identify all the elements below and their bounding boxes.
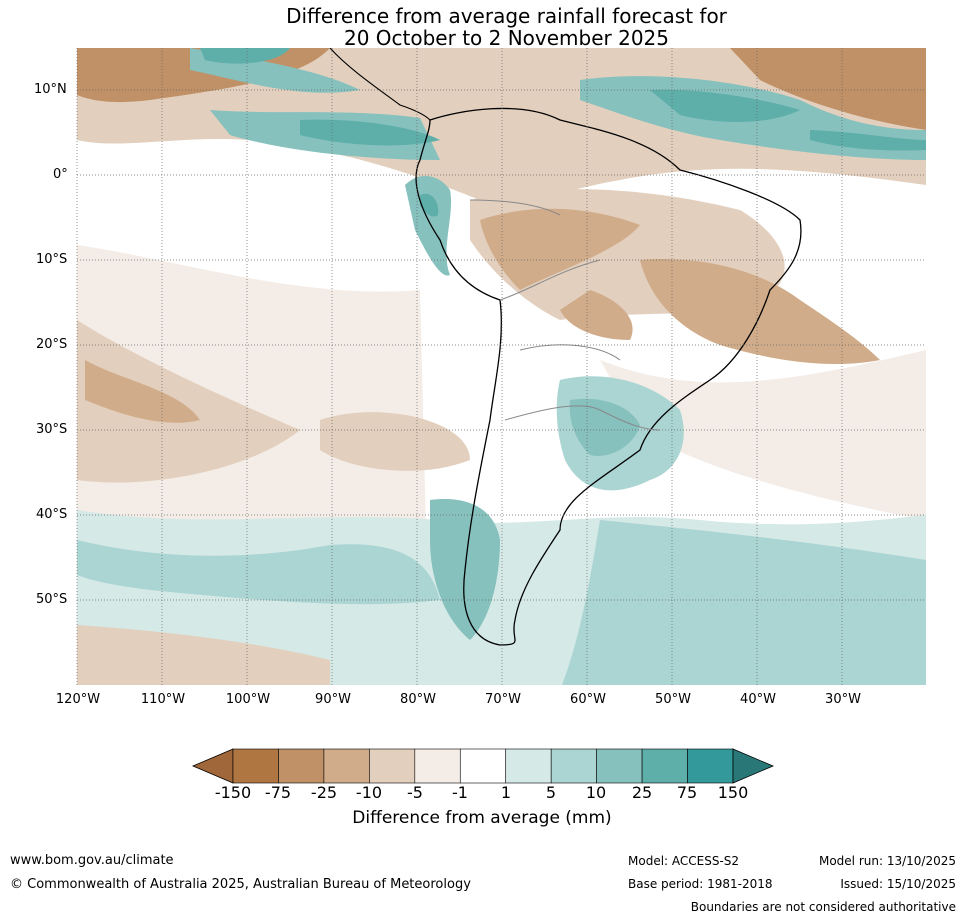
issued-text: Issued: 15/10/2025 [840, 877, 956, 891]
lon-label-120w: 120°W [55, 692, 101, 707]
colorbar-cell [414, 748, 461, 784]
model-text: Model: ACCESS-S2 [628, 854, 740, 868]
lon-label-110w: 110°W [140, 692, 186, 707]
colorbar-tick: -75 [264, 783, 292, 802]
model-run-text: Model run: 13/10/2025 [818, 854, 956, 868]
colorbar-high-extension [732, 748, 775, 784]
colorbar-cell [323, 748, 370, 784]
colorbar-cell [459, 748, 507, 784]
colorbar-title: Difference from average (mm) [352, 808, 612, 828]
copyright-text: © Commonwealth of Australia 2025, Austra… [10, 877, 471, 892]
lon-label-50w: 50°W [655, 692, 691, 707]
map-title-line-1: Difference from average rainfall forecas… [286, 4, 727, 28]
graticule [76, 48, 926, 685]
map-title-line-2: 20 October to 2 November 2025 [343, 26, 670, 50]
lon-label-90w: 90°W [315, 692, 351, 707]
colorbar [191, 748, 775, 784]
colorbar-tick: 10 [585, 783, 607, 802]
colorbar-cell [550, 748, 597, 784]
lat-label-10n: 10°N [34, 82, 67, 97]
rainfall-anomaly-field [77, 48, 926, 685]
website-link[interactable]: www.bom.gov.au/climate [10, 853, 174, 868]
colorbar-tick: 25 [631, 783, 653, 802]
base-period-text: Base period: 1981-2018 [628, 877, 773, 891]
lat-label-0: 0° [53, 167, 68, 182]
disclaimer-text: Boundaries are not considered authoritat… [690, 900, 956, 914]
lat-label-20s: 20°S [36, 337, 68, 352]
lon-label-100w: 100°W [225, 692, 271, 707]
colorbar-tick: -5 [407, 783, 423, 802]
colorbar-tick: 5 [545, 783, 557, 802]
lon-label-40w: 40°W [740, 692, 776, 707]
colorbar-tick: -150 [214, 783, 252, 802]
lon-label-70w: 70°W [485, 692, 521, 707]
lat-label-10s: 10°S [36, 252, 68, 267]
lat-label-40s: 40°S [36, 507, 68, 522]
colorbar-cell [232, 748, 279, 784]
colorbar-cell [641, 748, 688, 784]
colorbar-tick: -1 [452, 783, 468, 802]
colorbar-cell [505, 748, 552, 784]
colorbar-tick: -25 [310, 783, 338, 802]
lat-label-50s: 50°S [36, 592, 68, 607]
colorbar-tick: -10 [355, 783, 383, 802]
lon-label-30w: 30°W [825, 692, 861, 707]
colorbar-tick: 1 [500, 783, 512, 802]
colorbar-low-extension [191, 748, 234, 784]
colorbar-cell [687, 748, 734, 784]
lon-label-60w: 60°W [570, 692, 606, 707]
colorbar-tick: 150 [717, 783, 749, 802]
lon-label-80w: 80°W [400, 692, 436, 707]
colorbar-cell [278, 748, 325, 784]
lat-label-30s: 30°S [36, 422, 68, 437]
colorbar-tick: 75 [676, 783, 698, 802]
colorbar-cells [232, 748, 734, 784]
colorbar-cell [369, 748, 416, 784]
colorbar-cell [596, 748, 643, 784]
